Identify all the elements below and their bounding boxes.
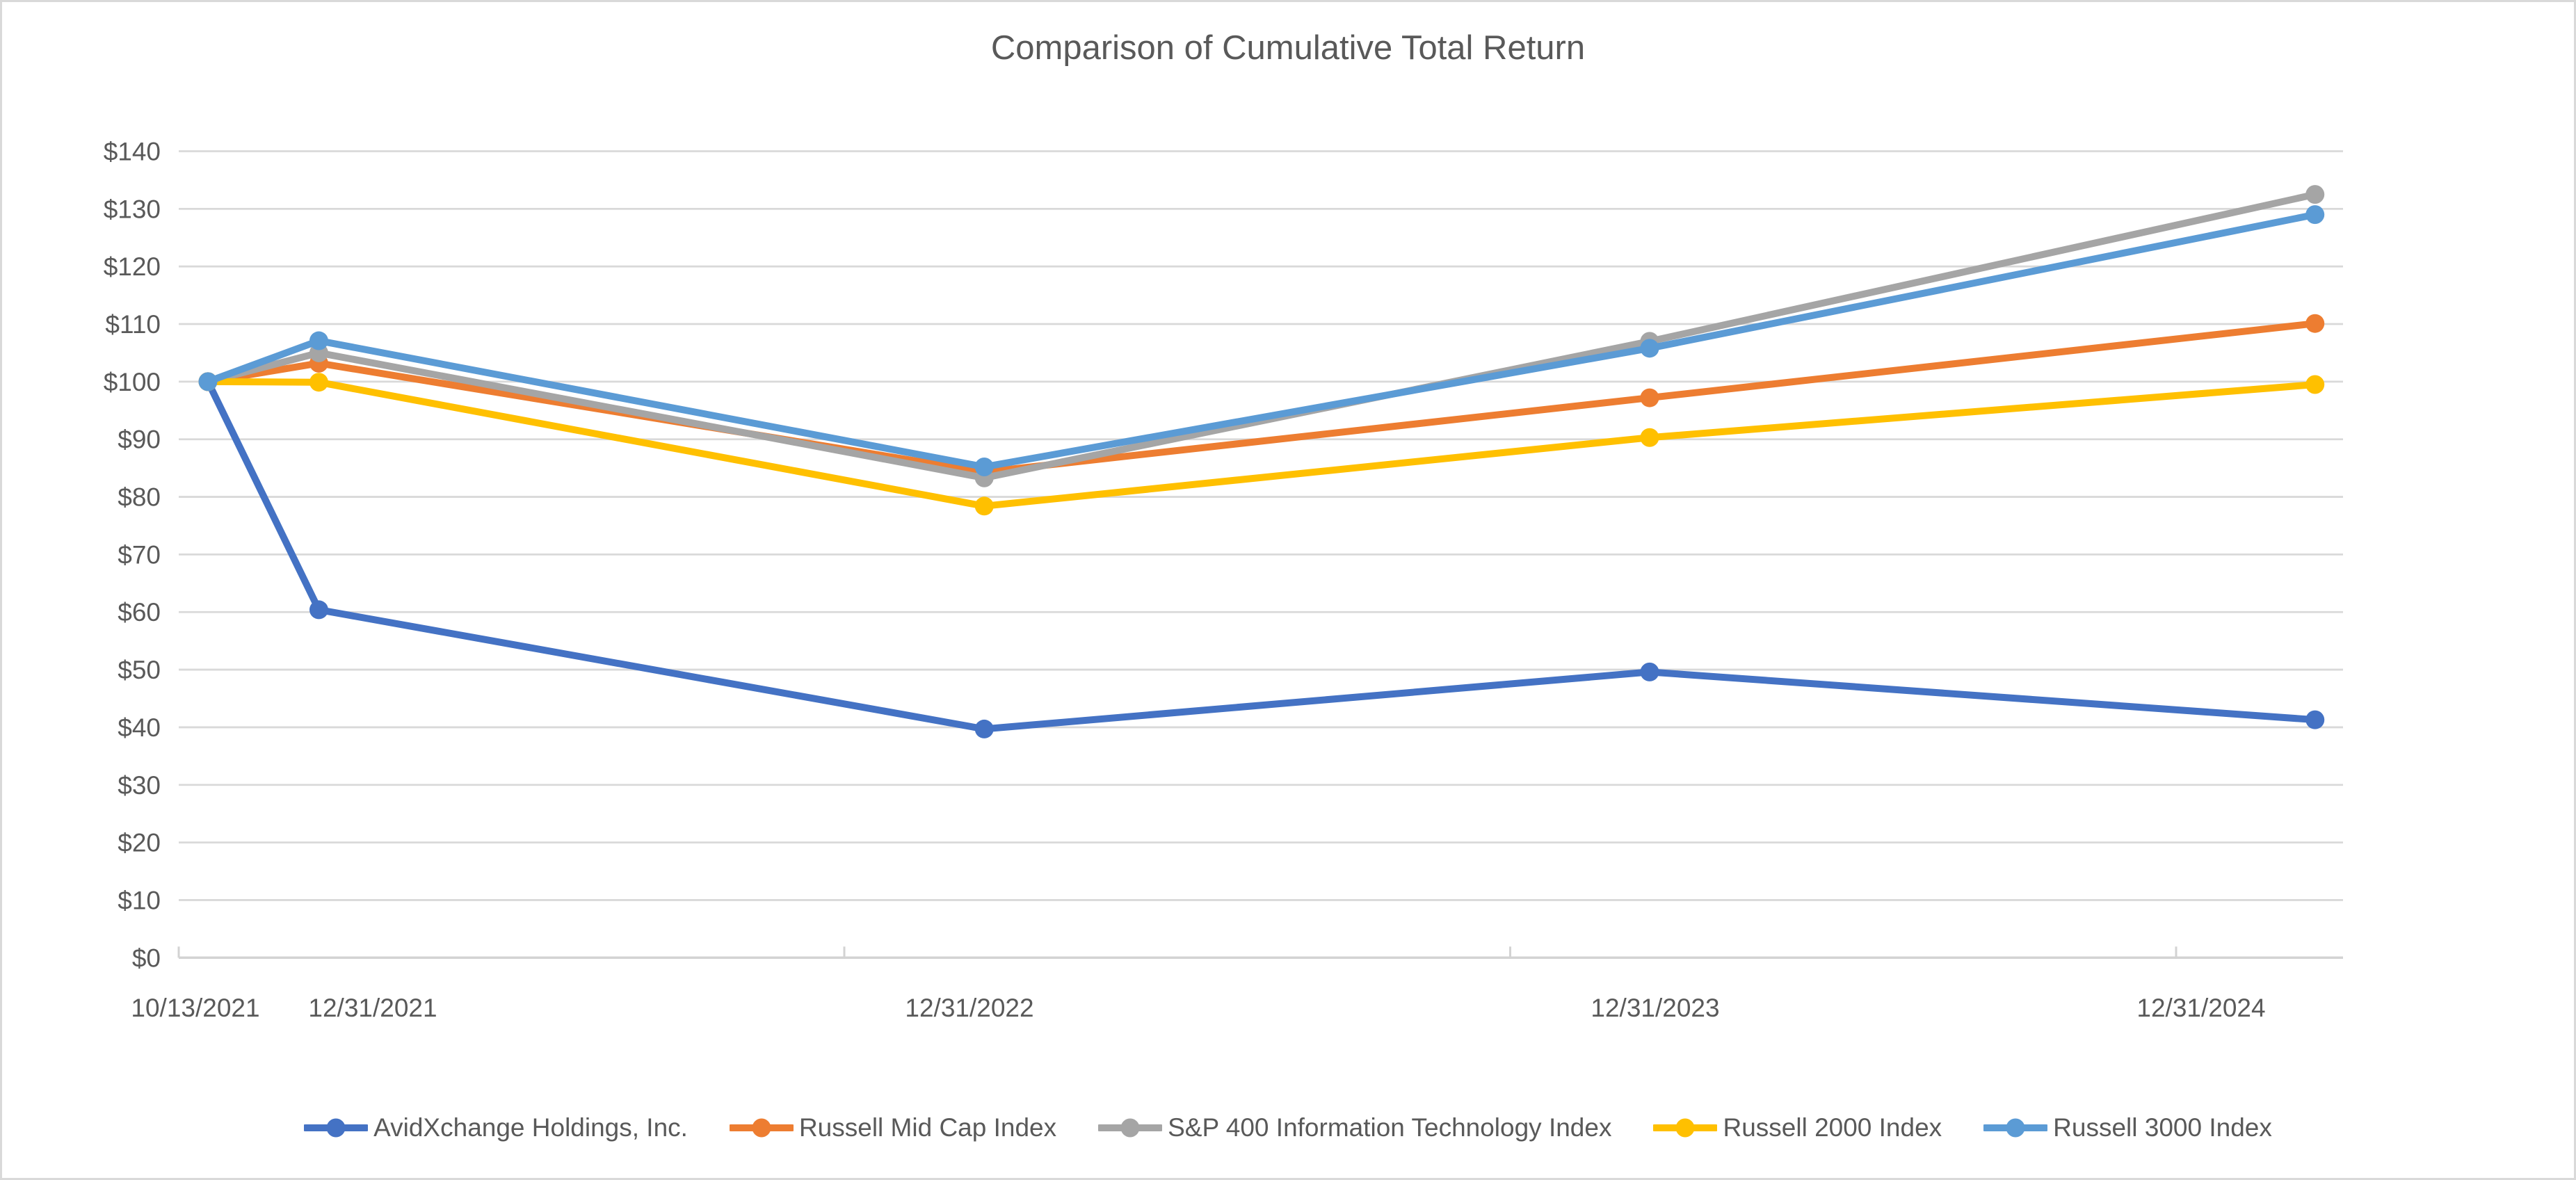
x-tick-label: 12/31/2023 xyxy=(1591,994,1719,1022)
legend-item: Russell Mid Cap Index xyxy=(729,1113,1057,1142)
data-point-marker xyxy=(1640,662,1659,681)
x-tick-label: 10/13/2021 xyxy=(131,994,259,1022)
data-point-marker xyxy=(309,373,328,392)
y-tick-label: $40 xyxy=(118,713,161,742)
x-tick-label: 12/31/2022 xyxy=(905,994,1033,1022)
data-point-marker xyxy=(974,457,994,476)
y-tick-label: $100 xyxy=(104,368,161,396)
legend-marker-icon xyxy=(1653,1118,1718,1138)
legend-item: Russell 3000 Index xyxy=(1983,1113,2272,1142)
legend-marker-icon xyxy=(729,1118,794,1138)
x-tick-label: 12/31/2024 xyxy=(2136,994,2265,1022)
data-point-marker xyxy=(974,496,994,516)
y-tick-label: $60 xyxy=(118,598,161,627)
data-point-marker xyxy=(198,372,218,391)
legend: AvidXchange Holdings, Inc. Russell Mid Ca… xyxy=(2,1113,2574,1142)
data-point-marker xyxy=(974,719,994,738)
legend-item: S&P 400 Information Technology Index xyxy=(1098,1113,1611,1142)
x-tick-label: 12/31/2021 xyxy=(308,994,437,1022)
y-tick-label: $10 xyxy=(118,886,161,914)
data-point-marker xyxy=(2305,185,2325,204)
legend-item: Russell 2000 Index xyxy=(1653,1113,1942,1142)
data-point-marker xyxy=(2305,314,2325,333)
chart-title: Comparison of Cumulative Total Return xyxy=(990,29,1586,67)
legend-item: AvidXchange Holdings, Inc. xyxy=(304,1113,688,1142)
y-tick-label: $110 xyxy=(105,310,161,339)
data-point-marker xyxy=(1640,339,1659,358)
legend-marker-icon xyxy=(1983,1118,2048,1138)
y-tick-label: $80 xyxy=(118,483,161,512)
data-point-marker xyxy=(309,600,328,620)
legend-label: Russell 3000 Index xyxy=(2053,1113,2272,1142)
y-tick-label: $130 xyxy=(104,195,161,223)
data-point-marker xyxy=(1640,428,1659,447)
y-tick-label: $50 xyxy=(118,656,161,684)
data-point-marker xyxy=(2305,710,2325,729)
y-tick-label: $0 xyxy=(132,944,161,972)
y-tick-label: $30 xyxy=(118,771,161,800)
y-tick-label: $20 xyxy=(118,829,161,857)
series-line-russell-mid-cap-index xyxy=(204,320,2319,476)
data-point-marker xyxy=(2305,205,2325,225)
y-tick-label: $90 xyxy=(118,426,161,454)
legend-label: Russell 2000 Index xyxy=(1723,1113,1942,1142)
legend-label: Russell Mid Cap Index xyxy=(798,1113,1057,1142)
legend-label: S&P 400 Information Technology Index xyxy=(1168,1113,1612,1142)
series-line-s-p-400-information-technology-index xyxy=(204,191,2319,482)
data-point-marker xyxy=(1640,388,1659,407)
legend-label: AvidXchange Holdings, Inc. xyxy=(373,1113,688,1142)
data-point-marker xyxy=(309,331,328,350)
legend-marker-icon xyxy=(304,1118,369,1138)
data-point-marker xyxy=(2305,375,2325,394)
legend-marker-icon xyxy=(1098,1118,1163,1138)
y-tick-label: $120 xyxy=(104,252,161,281)
series-line-russell-3000-index xyxy=(204,211,2319,471)
y-tick-label: $70 xyxy=(118,540,161,569)
y-tick-label: $140 xyxy=(104,138,161,166)
